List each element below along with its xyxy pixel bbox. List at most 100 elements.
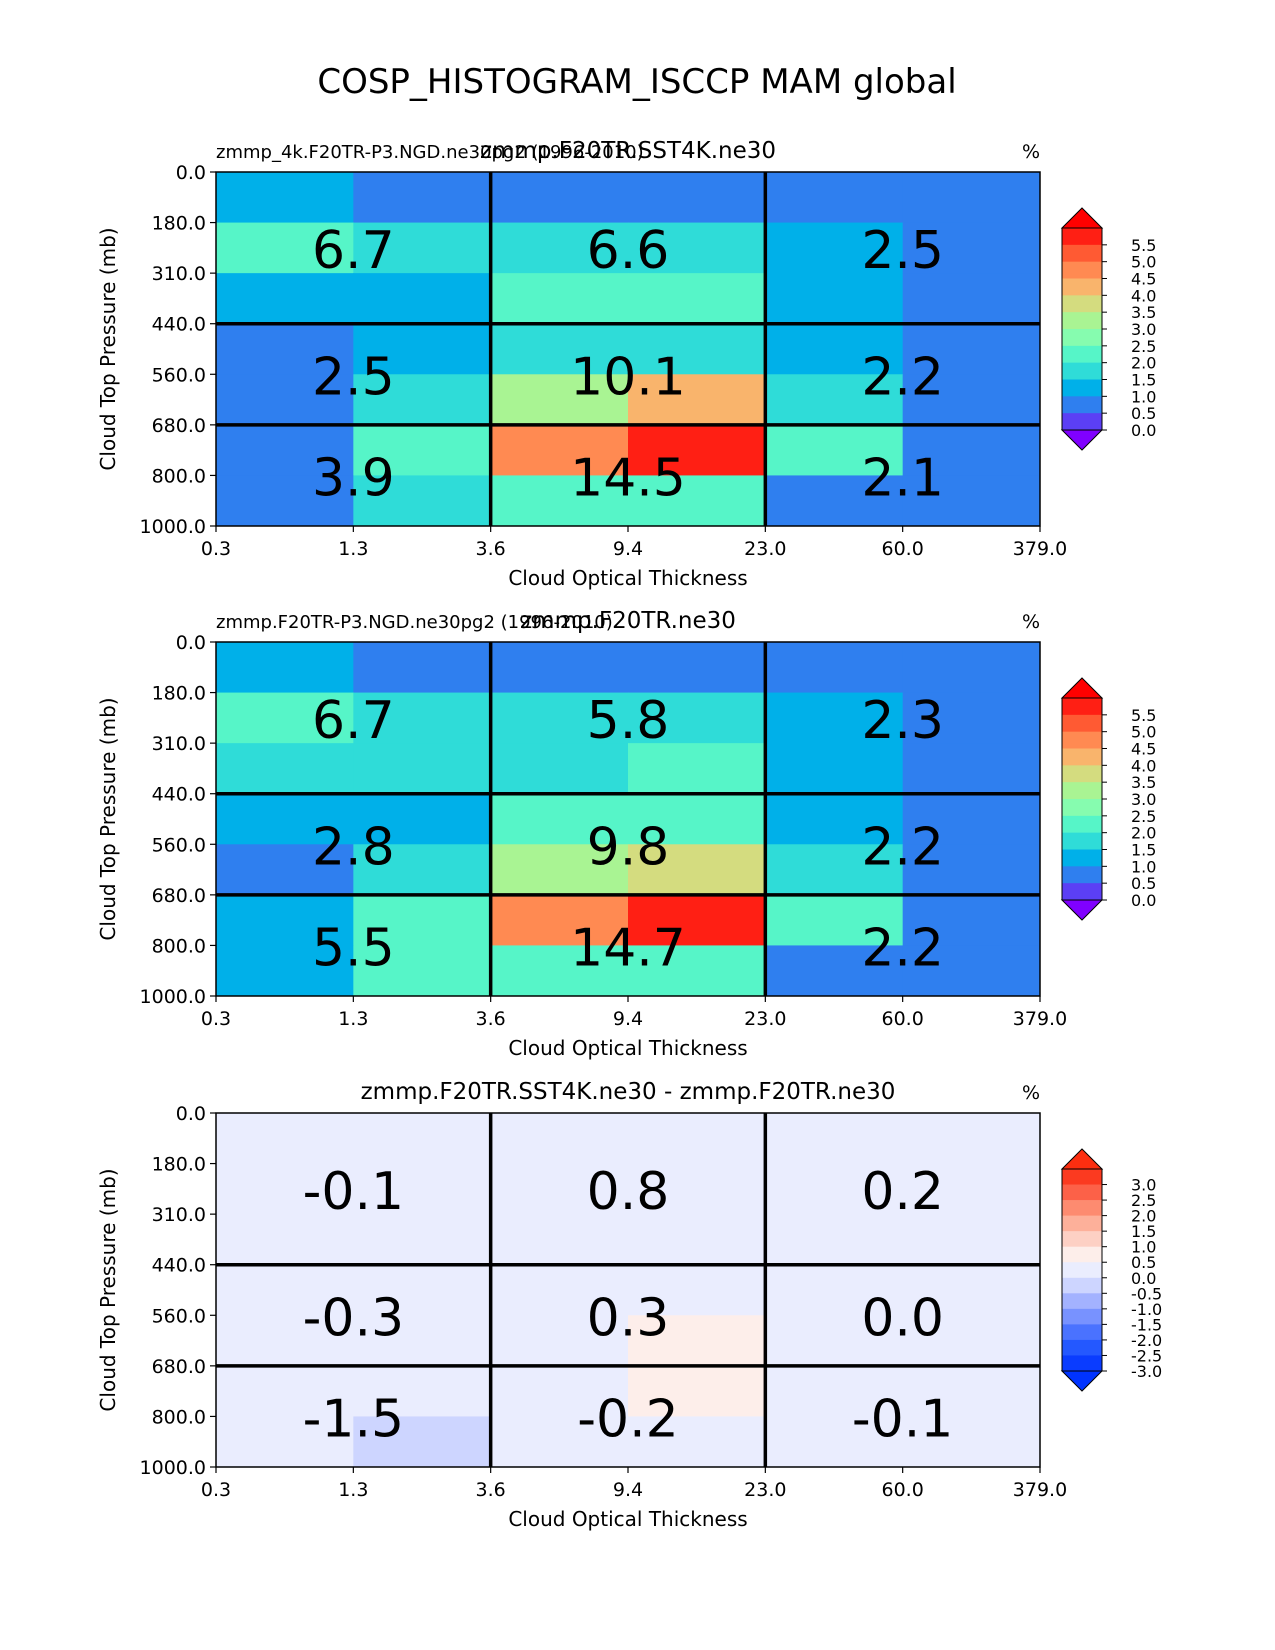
colorbar-swatch xyxy=(1062,714,1102,733)
block-value-label: -0.1 xyxy=(303,1162,404,1222)
heatmap-cell xyxy=(628,642,766,694)
block-value-label: -0.2 xyxy=(577,1389,678,1449)
colorbar-tick-label: -0.5 xyxy=(1131,1284,1162,1303)
x-tick-label: 0.3 xyxy=(201,1479,231,1501)
heatmap-cell xyxy=(765,323,904,375)
colorbar-tick-label: -3.0 xyxy=(1131,1362,1162,1381)
x-tick-label: 3.6 xyxy=(476,1479,506,1501)
heatmap-cell xyxy=(490,374,629,426)
y-tick-label: 440.0 xyxy=(152,314,206,336)
x-tick-label: 0.3 xyxy=(201,538,231,560)
heatmap-cell xyxy=(765,374,904,426)
heatmap-cell xyxy=(216,642,354,694)
heatmap-cell xyxy=(216,1365,354,1417)
colorbar-swatch xyxy=(1062,228,1102,246)
heatmap-cell xyxy=(490,1113,629,1165)
y-tick-label: 0.0 xyxy=(176,1103,206,1125)
heatmap-cell xyxy=(765,642,904,694)
y-axis-label: Cloud Top Pressure (mb) xyxy=(96,697,120,940)
colorbar-swatch xyxy=(1062,1339,1102,1356)
colorbar-swatch xyxy=(1062,866,1102,884)
x-tick-label: 9.4 xyxy=(613,1479,643,1501)
heatmap-cell xyxy=(628,374,766,426)
panel-units: % xyxy=(1022,1082,1040,1104)
heatmap-cell xyxy=(628,273,766,325)
block-value-label: 0.8 xyxy=(587,1162,670,1222)
heatmap-cell xyxy=(490,894,629,946)
heatmap-cell xyxy=(765,1416,904,1468)
heatmap-cell xyxy=(765,1214,904,1266)
block-value-label: 3.9 xyxy=(312,448,395,508)
heatmap-cell xyxy=(902,172,1041,224)
colorbar-swatch xyxy=(1062,832,1102,850)
heatmap-cell xyxy=(353,692,492,744)
x-tick-label: 23.0 xyxy=(744,538,786,560)
heatmap-cell xyxy=(216,1315,354,1367)
heatmap-cell xyxy=(628,1214,766,1266)
y-tick-label: 180.0 xyxy=(152,683,206,705)
x-axis-label: Cloud Optical Thickness xyxy=(508,1507,747,1531)
heatmap-cell xyxy=(765,222,904,274)
heatmap-cell xyxy=(628,1264,766,1316)
y-tick-label: 680.0 xyxy=(152,415,206,437)
block-value-label: 0.2 xyxy=(861,1162,944,1222)
heatmap-cell xyxy=(216,475,354,527)
colorbar-swatch xyxy=(1062,1215,1102,1232)
colorbar-tick-label: 4.5 xyxy=(1131,270,1156,289)
heatmap-cell xyxy=(765,844,904,896)
heatmap-cell xyxy=(765,424,904,476)
y-tick-label: 680.0 xyxy=(152,1356,206,1378)
heatmap-cell xyxy=(628,844,766,896)
heatmap-cell xyxy=(216,424,354,476)
heatmap-cell xyxy=(353,1416,492,1468)
heatmap-cell xyxy=(353,894,492,946)
colorbar-swatch xyxy=(1062,362,1102,380)
colorbar-swatch xyxy=(1062,413,1102,431)
x-tick-label: 23.0 xyxy=(744,1008,786,1030)
colorbar-extend-min xyxy=(1060,429,1104,451)
block-value-label: 6.7 xyxy=(312,691,395,751)
heatmap-cell xyxy=(216,894,354,946)
heatmap-cell xyxy=(353,222,492,274)
colorbar-tick-label: 4.0 xyxy=(1131,756,1156,775)
colorbar-tick-label: 1.0 xyxy=(1131,387,1156,406)
colorbar-swatch xyxy=(1062,731,1102,749)
x-tick-label: 9.4 xyxy=(613,538,643,560)
y-tick-label: 0.0 xyxy=(176,162,206,184)
y-tick-label: 310.0 xyxy=(152,733,206,755)
block-value-label: 6.6 xyxy=(587,221,670,281)
block-value-label: 5.5 xyxy=(312,918,395,978)
heatmap-cell xyxy=(628,1365,766,1417)
heatmap-cell xyxy=(765,172,904,224)
colorbar-tick-label: 3.0 xyxy=(1131,320,1156,339)
colorbar-swatch xyxy=(1062,1277,1102,1294)
heatmap-cell xyxy=(765,273,904,325)
heatmap-cell xyxy=(628,692,766,744)
heatmap-cell xyxy=(353,642,492,694)
y-tick-label: 180.0 xyxy=(152,213,206,235)
heatmap-cell xyxy=(353,1264,492,1316)
x-tick-label: 379.0 xyxy=(1013,1479,1067,1501)
colorbar-swatch xyxy=(1062,883,1102,901)
colorbar-swatch xyxy=(1062,815,1102,834)
colorbar-swatch xyxy=(1062,849,1102,867)
heatmap-cell xyxy=(765,743,904,795)
colorbar-tick-label: 0.0 xyxy=(1131,891,1156,910)
heatmap-cell xyxy=(765,475,904,527)
block-value-label: 2.2 xyxy=(861,347,944,407)
colorbar-swatch xyxy=(1062,1324,1102,1341)
colorbar-swatch xyxy=(1062,748,1102,766)
heatmap-cell xyxy=(628,1163,766,1215)
heatmap-cell xyxy=(353,273,492,325)
heatmap-cell xyxy=(216,844,354,896)
colorbar-swatch xyxy=(1062,1355,1102,1372)
colorbar-swatch xyxy=(1062,278,1102,296)
y-tick-label: 310.0 xyxy=(152,263,206,285)
heatmap-cell xyxy=(216,222,354,274)
colorbar-swatch xyxy=(1062,782,1102,800)
panel-1: 6.7 6.6 2.5 2.5 10.1 2.2 3.9 14.5 2.1 0.0 180.0 310… xyxy=(96,138,1156,590)
heatmap-cell xyxy=(490,1264,629,1316)
y-tick-label: 180.0 xyxy=(152,1154,206,1176)
heatmap-cell xyxy=(353,323,492,375)
heatmap-cell xyxy=(353,1365,492,1417)
